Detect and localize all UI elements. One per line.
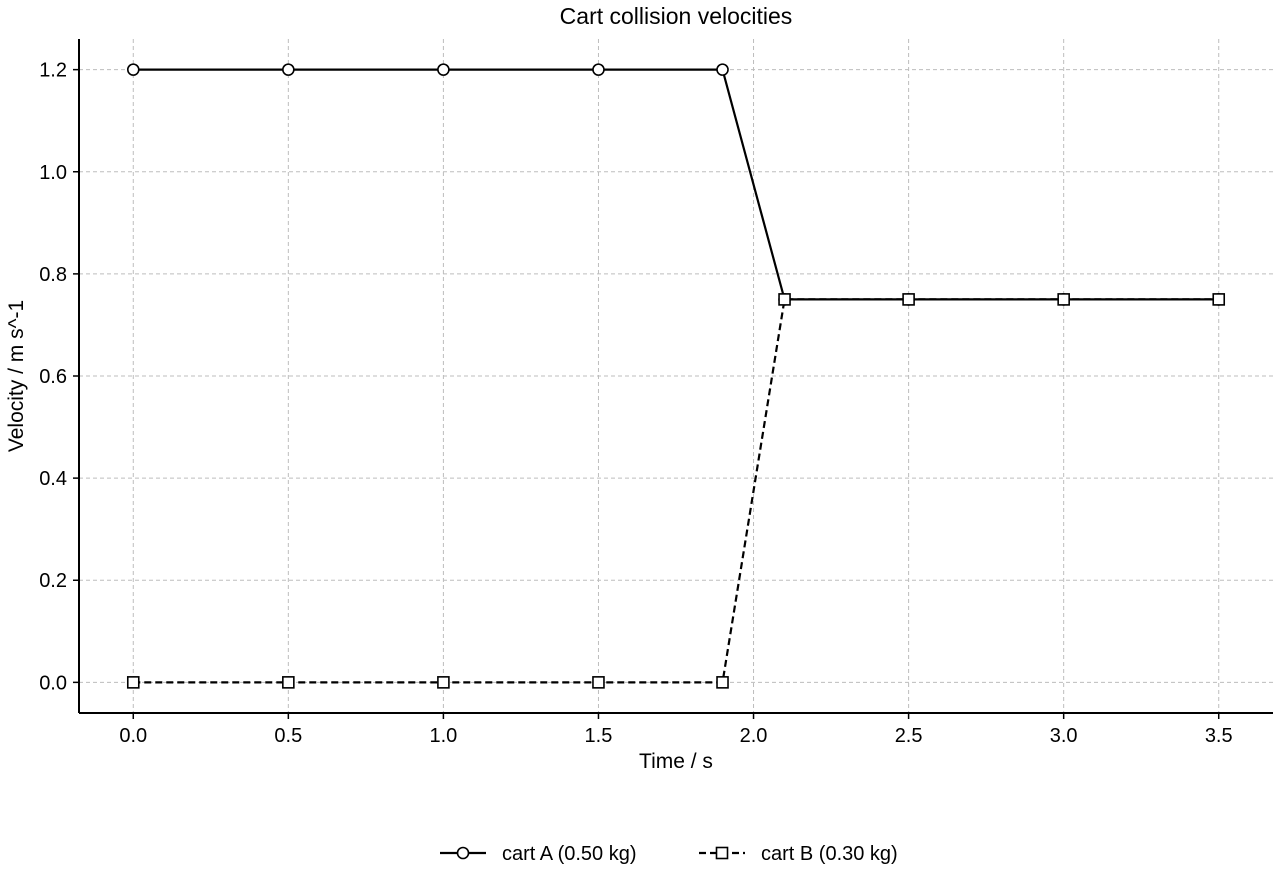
x-tick-label: 0.5 [274, 725, 302, 747]
ticks: 0.0 0.5 1.0 1.5 2.0 2.5 3.0 3.5 0.0 0.2 0.4 0.6 0.8 1… [39, 60, 1232, 747]
x-tick-label: 0.0 [119, 725, 147, 747]
data-point-cart-a [592, 63, 605, 76]
y-tick-label: 1.2 [39, 60, 67, 82]
legend-marker [456, 846, 470, 860]
chart-title: Cart collision velocities [560, 3, 793, 29]
data-point-cart-b [902, 293, 915, 306]
x-tick-label: 3.0 [1050, 725, 1078, 747]
legend: cart A (0.50 kg) cart B (0.30 kg) [440, 843, 898, 865]
x-tick-label: 1.0 [429, 725, 457, 747]
data-point-cart-a [716, 63, 729, 76]
x-tick-label: 3.5 [1205, 725, 1233, 747]
data-point-cart-b [592, 676, 605, 689]
data-point-cart-b [1212, 293, 1226, 306]
data-point-cart-b [716, 676, 729, 689]
y-tick-label: 0.0 [39, 672, 67, 694]
data-point-cart-a [282, 63, 295, 76]
legend-label: cart B (0.30 kg) [761, 843, 898, 865]
y-tick-label: 0.2 [39, 570, 67, 592]
y-tick-label: 1.0 [39, 162, 67, 184]
series [126, 63, 1226, 689]
legend-label: cart A (0.50 kg) [502, 843, 637, 865]
legend-item-cart-a: cart A (0.50 kg) [440, 843, 637, 865]
data-point-cart-a [126, 63, 140, 76]
data-point-cart-b [282, 676, 295, 689]
grid [79, 39, 1273, 713]
legend-marker [715, 846, 729, 860]
x-tick-label: 2.0 [740, 725, 768, 747]
y-tick-label: 0.4 [39, 468, 67, 490]
data-point-cart-b [778, 293, 791, 306]
legend-item-cart-b: cart B (0.30 kg) [699, 843, 898, 865]
data-point-cart-b [1057, 293, 1070, 306]
x-axis-label: Time / s [639, 750, 713, 773]
data-point-cart-b [126, 676, 140, 689]
y-tick-label: 0.6 [39, 366, 67, 388]
series-line-cart-b [133, 298, 1219, 684]
y-axis-label: Velocity / m s^-1 [5, 300, 28, 452]
x-tick-label: 2.5 [895, 725, 923, 747]
x-tick-label: 1.5 [585, 725, 613, 747]
data-point-cart-b [437, 676, 450, 689]
series-line-cart-a [133, 68, 1219, 301]
data-point-cart-a [437, 63, 450, 76]
y-tick-label: 0.8 [39, 264, 67, 286]
